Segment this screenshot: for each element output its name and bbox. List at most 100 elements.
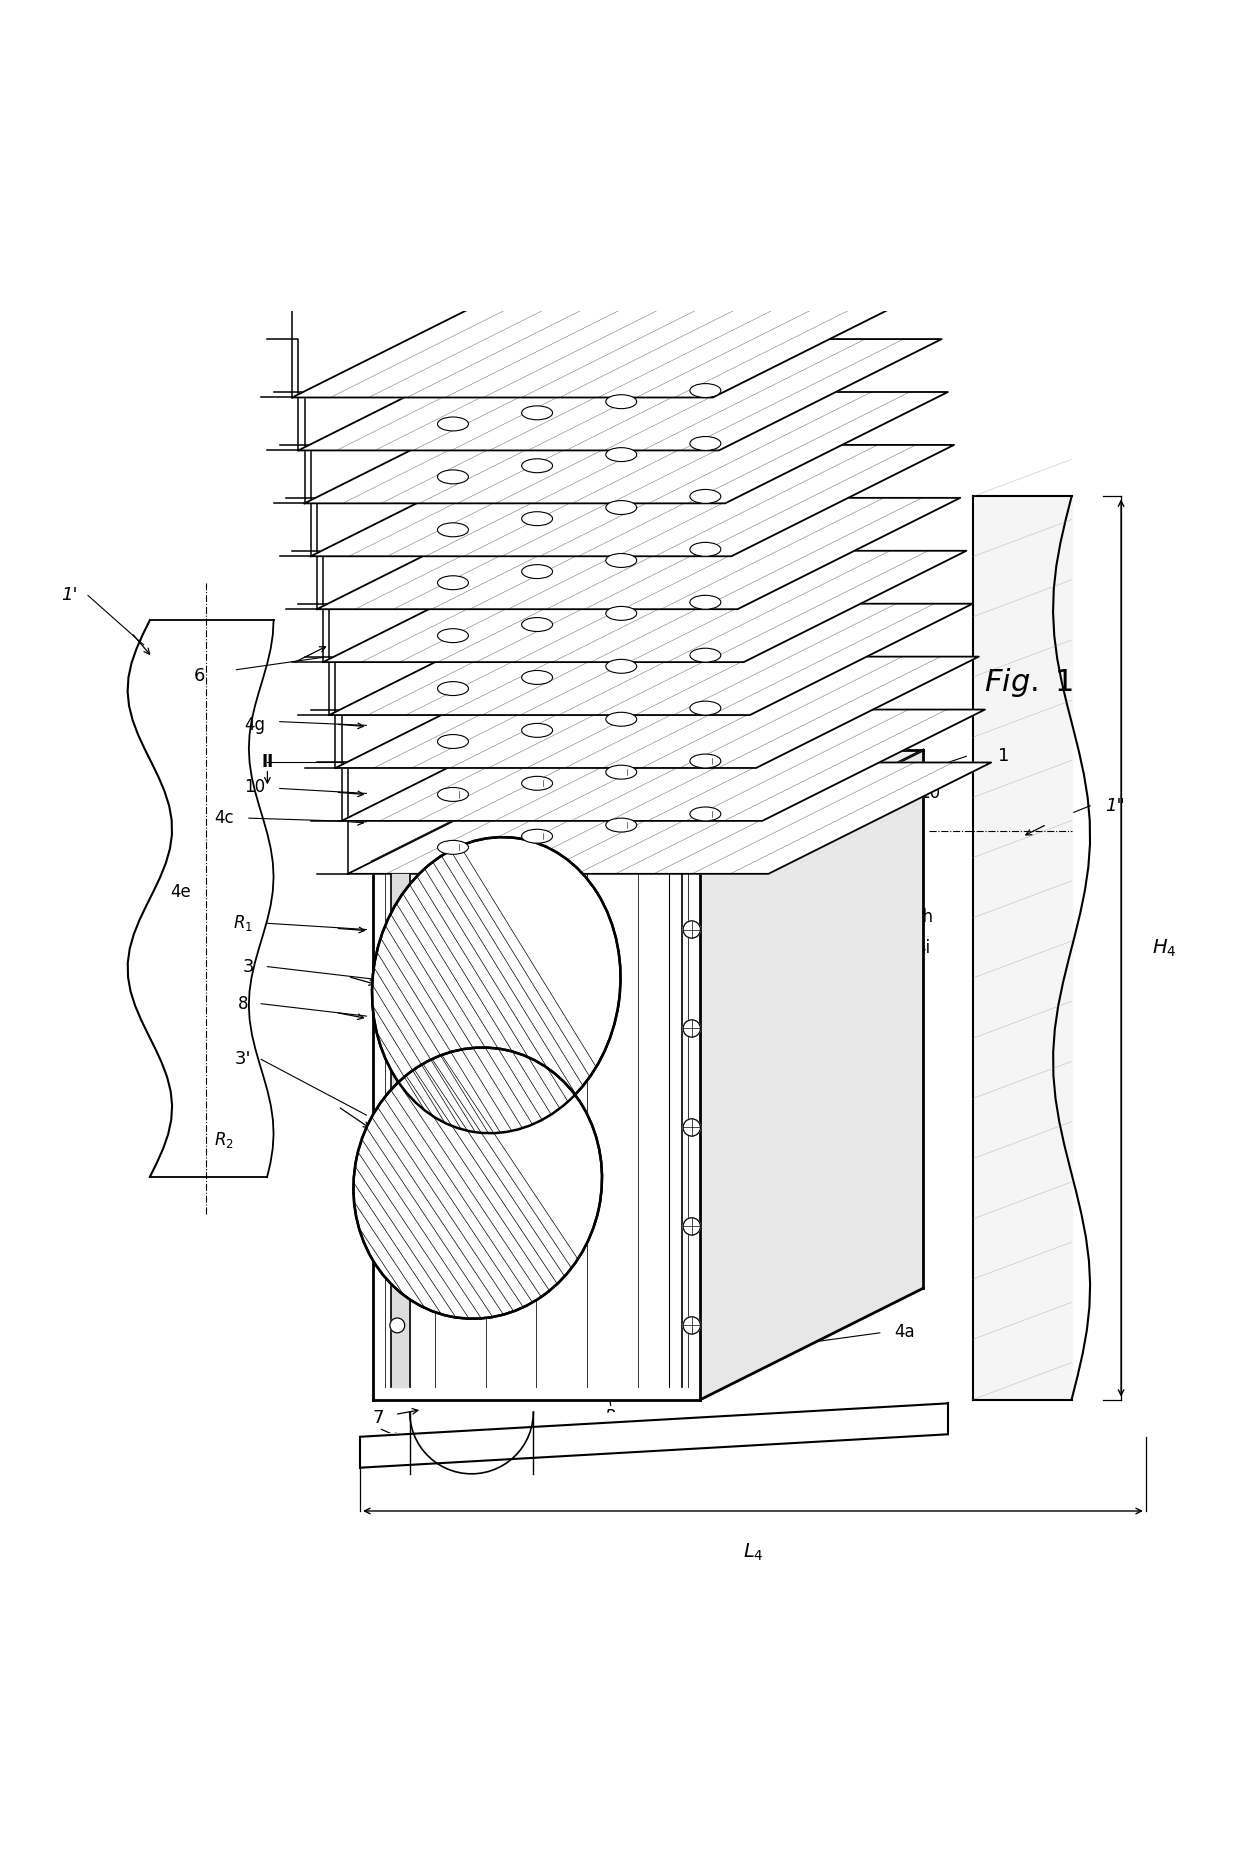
Polygon shape xyxy=(972,496,1071,1400)
Ellipse shape xyxy=(689,701,720,716)
Ellipse shape xyxy=(606,554,636,567)
Text: 4b: 4b xyxy=(906,716,928,734)
Text: II: II xyxy=(905,846,916,864)
Ellipse shape xyxy=(606,818,636,833)
Ellipse shape xyxy=(522,270,553,281)
Ellipse shape xyxy=(689,247,720,258)
Circle shape xyxy=(389,1119,404,1134)
Text: 2: 2 xyxy=(558,1433,570,1452)
Text: $R_2$: $R_2$ xyxy=(215,1130,234,1151)
Text: $R_1$: $R_1$ xyxy=(233,913,253,933)
Circle shape xyxy=(683,1021,701,1037)
Text: $L_4$: $L_4$ xyxy=(743,1541,764,1563)
Text: 7: 7 xyxy=(373,1409,384,1428)
Text: 10: 10 xyxy=(919,784,940,803)
Ellipse shape xyxy=(438,416,469,431)
Polygon shape xyxy=(701,749,923,1400)
Text: $\mathit{Fig.\ 1}$: $\mathit{Fig.\ 1}$ xyxy=(983,666,1073,699)
Ellipse shape xyxy=(522,459,553,472)
Text: $H_4$: $H_4$ xyxy=(1152,937,1177,959)
Ellipse shape xyxy=(438,199,469,212)
Ellipse shape xyxy=(606,258,636,270)
Text: 4d: 4d xyxy=(894,1032,915,1050)
Text: 4c: 4c xyxy=(215,809,234,827)
Ellipse shape xyxy=(522,565,553,578)
Polygon shape xyxy=(324,550,966,662)
Ellipse shape xyxy=(522,405,553,420)
Ellipse shape xyxy=(606,660,636,673)
Ellipse shape xyxy=(606,712,636,727)
Text: 1': 1' xyxy=(61,586,78,604)
Polygon shape xyxy=(305,392,947,504)
Ellipse shape xyxy=(372,837,620,1134)
Ellipse shape xyxy=(438,576,469,589)
Text: 4h: 4h xyxy=(913,909,934,926)
Polygon shape xyxy=(293,286,935,398)
Polygon shape xyxy=(299,338,941,450)
Text: 10: 10 xyxy=(244,779,265,796)
Ellipse shape xyxy=(522,617,553,632)
Ellipse shape xyxy=(438,522,469,537)
Ellipse shape xyxy=(522,829,553,844)
Circle shape xyxy=(683,1316,701,1335)
Ellipse shape xyxy=(438,734,469,749)
Ellipse shape xyxy=(689,807,720,822)
Text: 4a: 4a xyxy=(894,1322,915,1340)
Circle shape xyxy=(683,1218,701,1234)
Ellipse shape xyxy=(689,755,720,768)
Text: 1": 1" xyxy=(1105,798,1125,814)
Ellipse shape xyxy=(438,788,469,801)
Polygon shape xyxy=(372,861,701,1400)
Text: 8: 8 xyxy=(899,1088,910,1106)
Circle shape xyxy=(683,920,701,939)
Ellipse shape xyxy=(689,649,720,662)
Ellipse shape xyxy=(689,543,720,556)
Text: 4: 4 xyxy=(899,1223,910,1242)
Ellipse shape xyxy=(438,628,469,643)
Text: $R_3$: $R_3$ xyxy=(604,1407,624,1428)
Ellipse shape xyxy=(438,470,469,483)
Polygon shape xyxy=(391,874,409,1387)
Polygon shape xyxy=(330,604,972,716)
Ellipse shape xyxy=(689,437,720,450)
Ellipse shape xyxy=(522,511,553,526)
Ellipse shape xyxy=(689,489,720,504)
Polygon shape xyxy=(342,710,985,822)
Circle shape xyxy=(389,1318,404,1333)
Circle shape xyxy=(389,1021,404,1035)
Ellipse shape xyxy=(689,383,720,398)
Ellipse shape xyxy=(353,1048,601,1318)
Text: 4g: 4g xyxy=(244,716,265,734)
Text: II: II xyxy=(262,753,274,771)
Ellipse shape xyxy=(522,723,553,738)
Ellipse shape xyxy=(689,595,720,610)
Text: 6: 6 xyxy=(193,667,205,684)
Polygon shape xyxy=(347,762,991,874)
Ellipse shape xyxy=(606,766,636,779)
Ellipse shape xyxy=(606,177,636,190)
Text: 4e: 4e xyxy=(170,883,191,902)
Circle shape xyxy=(389,922,404,937)
Text: 3: 3 xyxy=(243,957,254,976)
Text: 5: 5 xyxy=(775,333,786,351)
Ellipse shape xyxy=(606,500,636,515)
Ellipse shape xyxy=(522,188,553,201)
Text: 1: 1 xyxy=(998,747,1009,766)
Circle shape xyxy=(389,1220,404,1234)
Text: 4i: 4i xyxy=(915,939,931,957)
Ellipse shape xyxy=(522,671,553,684)
Text: 8: 8 xyxy=(237,995,248,1013)
Ellipse shape xyxy=(606,394,636,409)
Text: 4f: 4f xyxy=(909,753,925,771)
Ellipse shape xyxy=(606,606,636,621)
Polygon shape xyxy=(360,1381,947,1469)
Ellipse shape xyxy=(606,448,636,461)
Ellipse shape xyxy=(438,840,469,855)
Text: 5: 5 xyxy=(911,809,923,827)
Ellipse shape xyxy=(522,777,553,790)
Polygon shape xyxy=(317,498,960,610)
Ellipse shape xyxy=(438,682,469,695)
Polygon shape xyxy=(311,444,954,556)
Text: 3': 3' xyxy=(234,1050,250,1069)
Ellipse shape xyxy=(689,165,720,178)
